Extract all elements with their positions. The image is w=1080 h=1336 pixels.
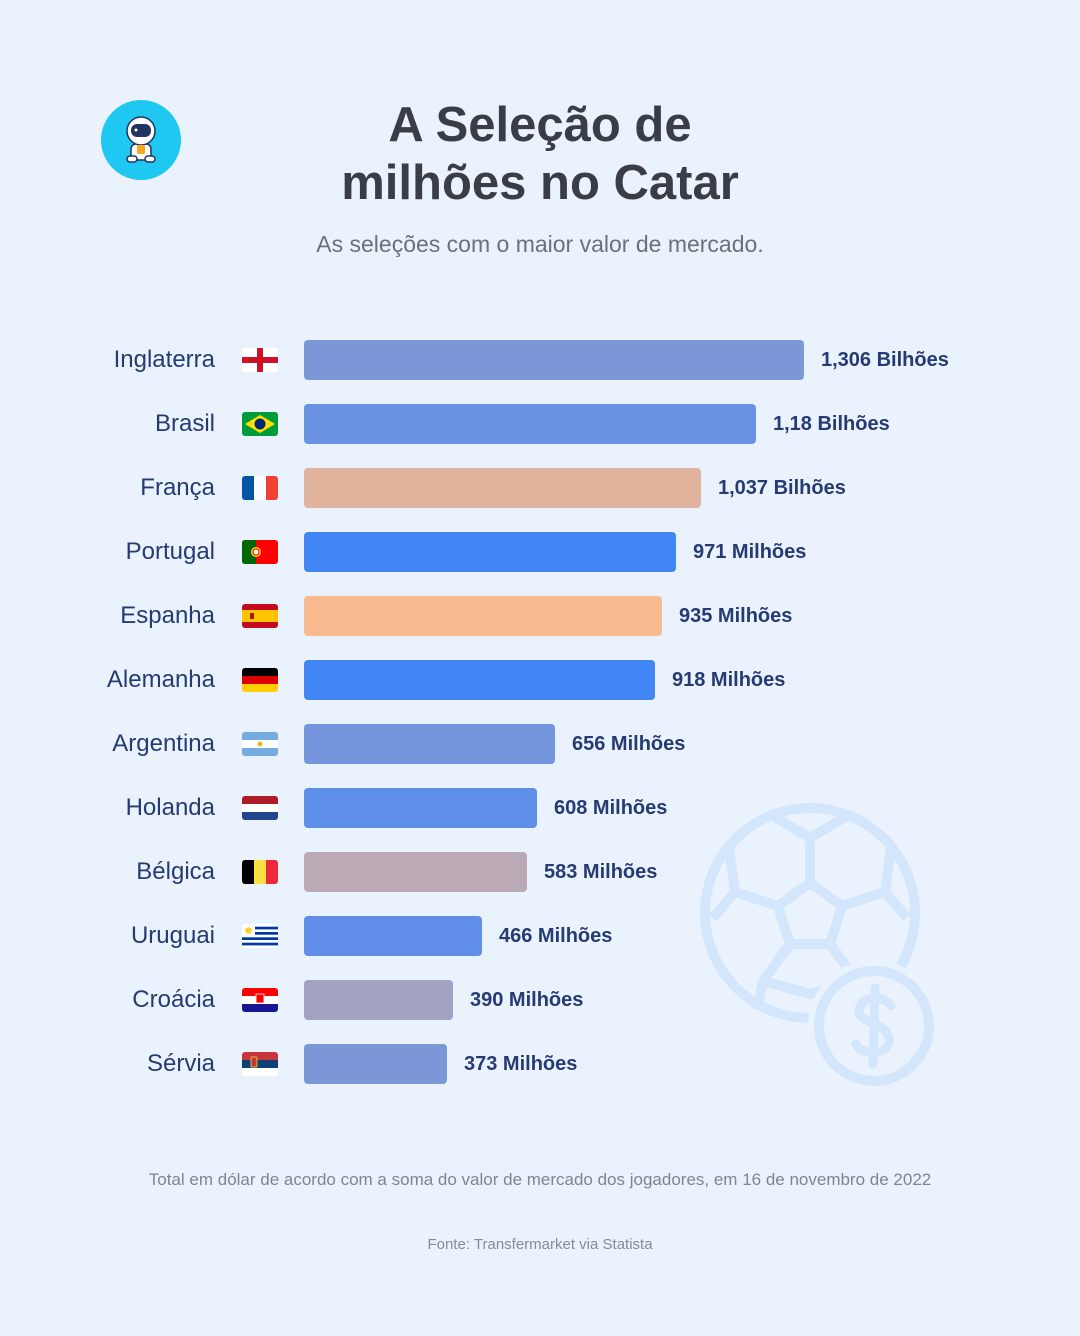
brazil-flag-icon [242, 412, 278, 436]
value-label: 1,18 Bilhões [773, 413, 890, 435]
source-note: Fonte: Transfermarket via Statista [427, 1236, 653, 1253]
bar [304, 532, 676, 572]
title-line-1: A Seleção de [388, 98, 692, 152]
value-label: 656 Milhões [572, 733, 686, 755]
bar [304, 340, 804, 380]
country-label: Alemanha [106, 666, 215, 693]
value-label: 583 Milhões [544, 861, 658, 883]
bar-row: Holanda 608 Milhões [0, 788, 1080, 828]
footnote: Total em dólar de acordo com a soma do v… [148, 1170, 932, 1189]
value-label: 390 Milhões [470, 989, 584, 1011]
value-label: 935 Milhões [679, 605, 793, 627]
bar-row: Espanha 935 Milhões [0, 596, 1080, 636]
country-label: Inglaterra [113, 346, 215, 373]
country-label: Croácia [132, 986, 215, 1013]
portugal-flag-icon [242, 540, 278, 564]
value-label: 971 Milhões [693, 541, 807, 563]
bar-row: Sérvia 373 Milhões [0, 1044, 1080, 1084]
bar [304, 916, 482, 956]
serbia-flag-icon [242, 1052, 278, 1076]
bar-row: Bélgica 583 Milhões [0, 852, 1080, 892]
england-flag-icon [242, 348, 278, 372]
france-flag-icon [242, 476, 278, 500]
spain-flag-icon [242, 604, 278, 628]
netherlands-flag-icon [242, 796, 278, 820]
bar [304, 404, 756, 444]
bar [304, 1044, 447, 1084]
bar [304, 788, 537, 828]
bar [304, 852, 527, 892]
value-label: 918 Milhões [672, 669, 786, 691]
country-label: Portugal [125, 538, 215, 565]
value-label: 608 Milhões [554, 797, 668, 819]
bar-row: Argentina 656 Milhões [0, 724, 1080, 764]
country-label: Espanha [120, 602, 215, 629]
bar-row: França 1,037 Bilhões [0, 468, 1080, 508]
value-label: 466 Milhões [499, 925, 613, 947]
country-label: Brasil [154, 410, 215, 437]
subtitle: As seleções com o maior valor de mercado… [316, 231, 764, 257]
croatia-flag-icon [242, 988, 278, 1012]
bar-row: Portugal 971 Milhões [0, 532, 1080, 572]
bar [304, 724, 555, 764]
uruguay-flag-icon [242, 924, 278, 948]
value-label: 1,306 Bilhões [821, 349, 949, 371]
country-label: Holanda [125, 794, 215, 821]
bar [304, 596, 662, 636]
belgium-flag-icon [242, 860, 278, 884]
bar-row: Uruguai 466 Milhões [0, 916, 1080, 956]
country-label: França [140, 474, 215, 501]
bar [304, 980, 453, 1020]
argentina-flag-icon [242, 732, 278, 756]
country-label: Argentina [112, 730, 215, 757]
bar-row: Croácia 390 Milhões [0, 980, 1080, 1020]
bar [304, 468, 701, 508]
value-label: 373 Milhões [464, 1053, 578, 1075]
country-label: Uruguai [130, 922, 215, 949]
country-label: Sérvia [146, 1050, 215, 1077]
bar-row: Brasil 1,18 Bilhões [0, 404, 1080, 444]
bar-row: Inglaterra 1,306 Bilhões [0, 340, 1080, 380]
page-title: A Seleção de milhões no Catar [0, 96, 1080, 212]
bar-row: Alemanha 918 Milhões [0, 660, 1080, 700]
title-line-2: milhões no Catar [341, 156, 739, 210]
bar [304, 660, 655, 700]
astronaut-logo-icon [101, 100, 181, 180]
country-label: Bélgica [136, 858, 215, 885]
value-label: 1,037 Bilhões [718, 477, 846, 499]
soccer-ball-money-icon [700, 803, 940, 1088]
germany-flag-icon [242, 668, 278, 692]
